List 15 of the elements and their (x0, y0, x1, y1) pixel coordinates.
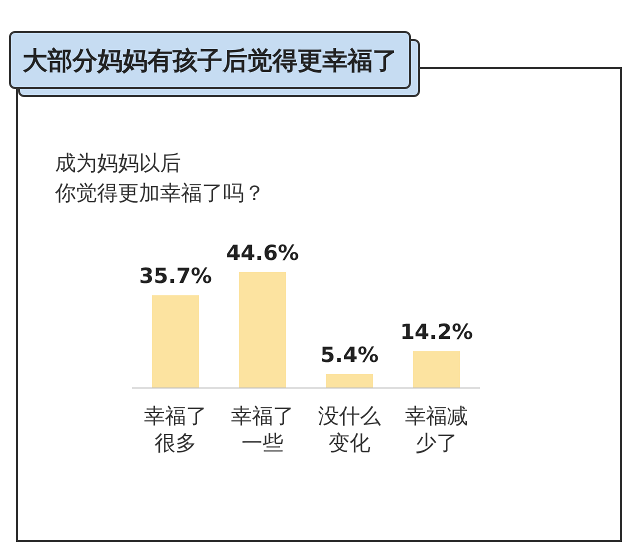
bar (413, 351, 460, 388)
data-label: 5.4% (320, 342, 379, 367)
x-tick-label: 幸福了很多 (143, 403, 208, 457)
bar (239, 272, 286, 388)
x-tick-label: 幸福减少了 (404, 403, 469, 457)
data-label: 44.6% (226, 241, 299, 265)
x-tick-label: 没什么变化 (317, 403, 382, 457)
bar (152, 295, 199, 388)
chart-title: 大部分妈妈有孩子后觉得更幸福了 (22, 46, 398, 75)
chart-subtitle: 成为妈妈以后 (55, 151, 181, 175)
text: 你觉得更加幸福了吗？ (54, 181, 265, 205)
data-label: 14.2% (400, 320, 473, 344)
bar (326, 374, 373, 388)
x-tick-label: 幸福了一些 (230, 403, 295, 457)
data-label: 35.7% (139, 264, 212, 288)
